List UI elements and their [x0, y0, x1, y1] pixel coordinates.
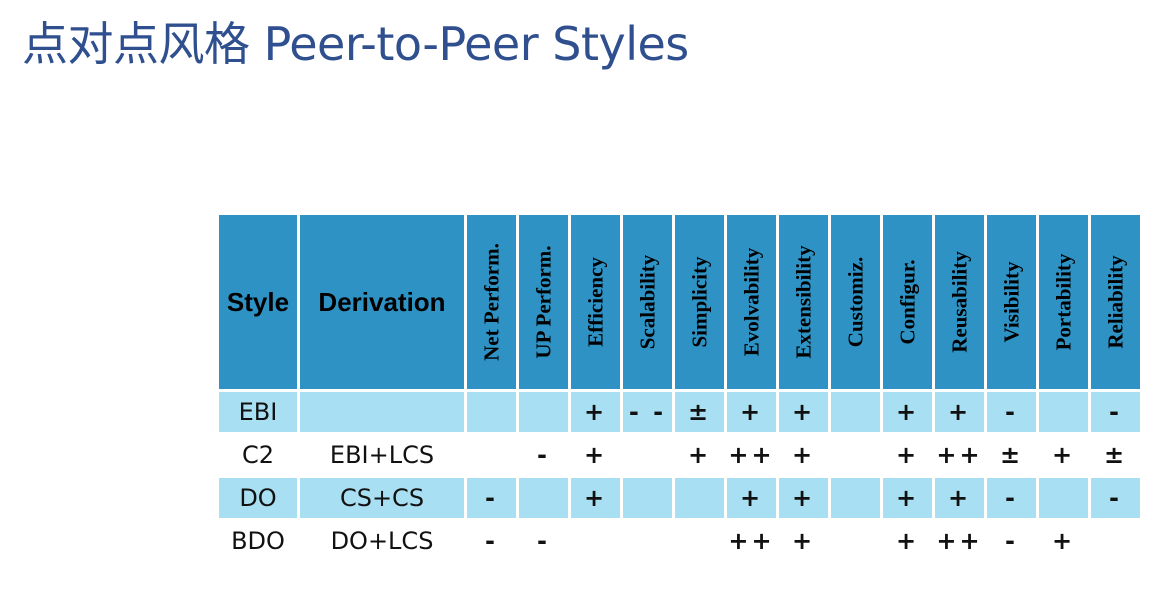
value-cell: ±: [675, 392, 724, 432]
page-title: 点对点风格 Peer-to-Peer Styles: [22, 17, 689, 71]
value-cell: [1039, 392, 1088, 432]
derivation-cell: CS+CS: [300, 478, 464, 518]
value-cell: +: [779, 435, 828, 475]
column-header-label: Portability: [1051, 253, 1075, 351]
column-header-label: Scalability: [635, 254, 659, 350]
value-cell: +: [935, 478, 984, 518]
derivation-cell: DO+LCS: [300, 521, 464, 561]
style-cell: EBI: [219, 392, 297, 432]
value-cell: [623, 521, 672, 561]
value-cell: +: [883, 435, 932, 475]
style-cell: BDO: [219, 521, 297, 561]
column-header-label: Configur.: [895, 259, 919, 345]
style-cell: DO: [219, 478, 297, 518]
value-cell: +: [779, 392, 828, 432]
column-header-reusability: Reusability: [935, 215, 984, 389]
value-cell: +: [779, 521, 828, 561]
column-header-configur: Configur.: [883, 215, 932, 389]
column-header-label: Visibility: [999, 261, 1023, 343]
column-header-scalability: Scalability: [623, 215, 672, 389]
value-cell: [1039, 478, 1088, 518]
value-cell: [519, 478, 568, 518]
value-cell: +: [883, 392, 932, 432]
column-header-up-perform: UP Perform.: [519, 215, 568, 389]
column-header-simplicity: Simplicity: [675, 215, 724, 389]
column-header-label: Efficiency: [583, 257, 607, 347]
value-cell: +: [1039, 435, 1088, 475]
value-cell: ++: [727, 521, 776, 561]
derivation-cell: EBI+LCS: [300, 435, 464, 475]
column-header-evolvability: Evolvability: [727, 215, 776, 389]
styles-comparison-table: Style Derivation Net Perform. UP Perform…: [216, 212, 1143, 564]
column-header-label: Simplicity: [687, 256, 711, 348]
value-cell: +: [571, 392, 620, 432]
column-header-extensibility: Extensibility: [779, 215, 828, 389]
value-cell: [831, 521, 880, 561]
column-header-reliability: Reliability: [1091, 215, 1140, 389]
value-cell: +: [779, 478, 828, 518]
value-cell: [675, 521, 724, 561]
column-header-label: Evolvability: [739, 247, 763, 357]
value-cell: [1091, 521, 1140, 561]
value-cell: [519, 392, 568, 432]
value-cell: +: [675, 435, 724, 475]
column-header-visibility: Visibility: [987, 215, 1036, 389]
column-header-label: Reusability: [947, 251, 971, 353]
table-row: DO CS+CS - + + + + + - -: [219, 478, 1140, 518]
value-cell: ++: [935, 521, 984, 561]
value-cell: -: [467, 521, 516, 561]
table-row: C2 EBI+LCS - + + ++ + + ++ ± + ±: [219, 435, 1140, 475]
value-cell: -: [519, 521, 568, 561]
value-cell: [831, 392, 880, 432]
value-cell: -: [1091, 478, 1140, 518]
table-row: BDO DO+LCS - - ++ + + ++ - +: [219, 521, 1140, 561]
derivation-cell: [300, 392, 464, 432]
column-header-label: Reliability: [1103, 255, 1127, 349]
value-cell: -: [987, 478, 1036, 518]
value-cell: ++: [727, 435, 776, 475]
value-cell: - -: [623, 392, 672, 432]
value-cell: -: [467, 478, 516, 518]
value-cell: [675, 478, 724, 518]
value-cell: -: [1091, 392, 1140, 432]
column-header-portability: Portability: [1039, 215, 1088, 389]
value-cell: +: [883, 478, 932, 518]
column-header-label: Net Perform.: [479, 243, 503, 361]
value-cell: ±: [987, 435, 1036, 475]
value-cell: [467, 435, 516, 475]
value-cell: -: [987, 392, 1036, 432]
column-header-derivation: Derivation: [300, 215, 464, 389]
value-cell: [831, 435, 880, 475]
value-cell: +: [935, 392, 984, 432]
table-header-row: Style Derivation Net Perform. UP Perform…: [219, 215, 1140, 389]
value-cell: +: [883, 521, 932, 561]
column-header-style: Style: [219, 215, 297, 389]
value-cell: +: [727, 478, 776, 518]
value-cell: +: [1039, 521, 1088, 561]
column-header-net-perform: Net Perform.: [467, 215, 516, 389]
value-cell: [467, 392, 516, 432]
value-cell: [623, 435, 672, 475]
column-header-label: Extensibility: [791, 245, 815, 359]
value-cell: -: [519, 435, 568, 475]
value-cell: -: [987, 521, 1036, 561]
value-cell: [571, 521, 620, 561]
value-cell: +: [571, 435, 620, 475]
value-cell: [623, 478, 672, 518]
style-cell: C2: [219, 435, 297, 475]
value-cell: ±: [1091, 435, 1140, 475]
value-cell: +: [727, 392, 776, 432]
column-header-label: Customiz.: [843, 256, 867, 348]
value-cell: ++: [935, 435, 984, 475]
table-row: EBI + - - ± + + + + - -: [219, 392, 1140, 432]
column-header-efficiency: Efficiency: [571, 215, 620, 389]
value-cell: [831, 478, 880, 518]
value-cell: +: [571, 478, 620, 518]
column-header-customiz: Customiz.: [831, 215, 880, 389]
column-header-label: UP Perform.: [531, 245, 555, 359]
